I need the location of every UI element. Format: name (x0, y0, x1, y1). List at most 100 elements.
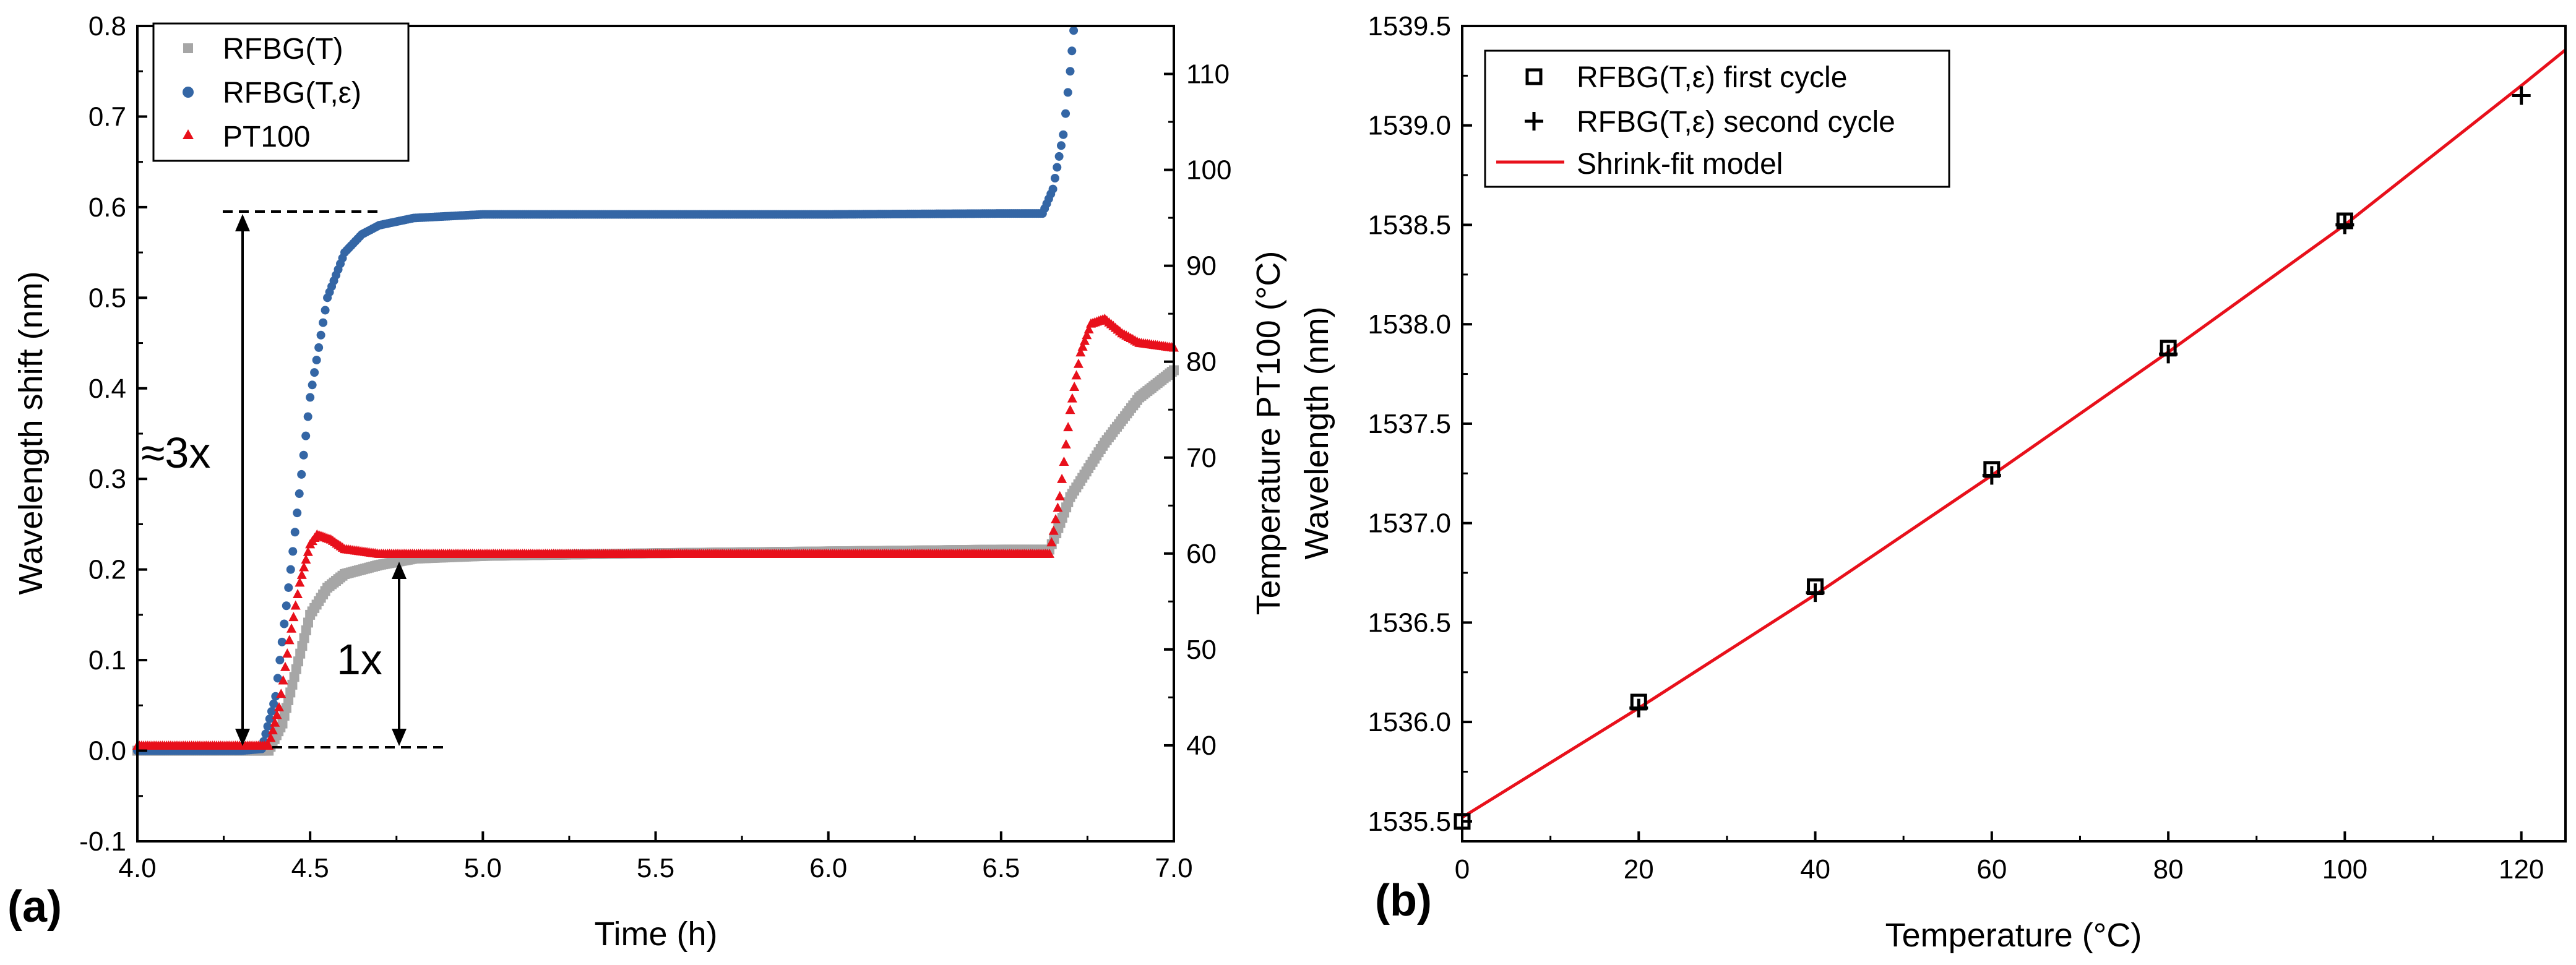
panel-a-y-tick-label: 0.2 (88, 555, 126, 585)
pt100-point (1065, 405, 1075, 414)
legend-second-cycle-marker (1525, 112, 1543, 131)
panel-b-label: (b) (1375, 876, 1432, 925)
pt100-point (1073, 358, 1083, 368)
rfbg-t-strain-point (290, 528, 299, 537)
pt100-point (299, 562, 309, 572)
pt100-point (293, 588, 303, 598)
pt100-point (1061, 439, 1071, 449)
panel-b-x-tick-label: 100 (2322, 854, 2367, 885)
panel-b-y-tick-label: 1536.0 (1368, 707, 1451, 737)
pt100-point (1051, 514, 1061, 524)
legend-first-cycle-label: RFBG(T,ε) first cycle (1577, 61, 1847, 94)
panel-a-x-tick-label: 5.5 (637, 853, 674, 883)
pt100-point (1069, 382, 1080, 392)
panel-a-y2-tick-label: 90 (1186, 251, 1217, 281)
panel-a-x-tick-label: 5.0 (464, 853, 502, 883)
panel-a-x-tick-label: 6.5 (982, 853, 1020, 883)
rfbg-t-strain-point (1054, 152, 1064, 161)
rfbg-t-strain-point (263, 722, 272, 731)
rfbg-t-strain-point (284, 583, 293, 592)
rfbg-t-strain-point (301, 431, 311, 440)
rfbg-t-point (279, 711, 290, 721)
pt100-point (1046, 537, 1057, 547)
pt100-point (280, 661, 290, 671)
pt100-point (264, 740, 274, 750)
rfbg-t-strain-point (316, 330, 325, 340)
panel-a-annotations: ≈3x 1x (141, 210, 449, 748)
panel-b-y-tick-label: 1535.5 (1368, 807, 1451, 837)
panel-b-y-tick-label: 1537.5 (1368, 409, 1451, 439)
pt100-point (301, 554, 311, 564)
rfbg-t-point (289, 672, 299, 682)
panel-b-y-tick-label: 1536.5 (1368, 607, 1451, 638)
panel-b-y-tick-label: 1539.0 (1368, 111, 1451, 141)
series-pt100 (132, 313, 1179, 750)
panel-b-x-tick-label: 80 (2153, 854, 2184, 885)
panel-a-y2-tick-label: 40 (1186, 731, 1217, 761)
panel-a-y-ticks: -0.1 0.0 0.1 0.2 0.3 0.4 0.5 0.6 0.7 0.8 (79, 11, 147, 857)
rfbg-t-strain-point (1059, 130, 1068, 139)
panel-b-x-ticks: 0 20 40 60 80 100 120 (1455, 831, 2544, 885)
panel-a-x-tick-label: 7.0 (1155, 853, 1192, 883)
legend-second-cycle-label: RFBG(T,ε) second cycle (1577, 106, 1895, 139)
legend-shrink-fit-label: Shrink-fit model (1577, 148, 1783, 181)
legend-first-cycle-marker (1525, 68, 1543, 85)
rfbg-t-strain-point (275, 656, 285, 665)
panel-a-y2-tick-label: 70 (1186, 443, 1217, 473)
pt100-point (267, 725, 278, 735)
pt100-point (296, 569, 307, 579)
rfbg-t-strain-point (1050, 174, 1059, 183)
pt100-point (295, 577, 305, 587)
panel-b-y-tick-label: 1538.0 (1368, 309, 1451, 340)
panel-a-x-tick-label: 4.5 (291, 853, 329, 883)
pt100-point (286, 623, 297, 633)
panel-a-x-tick-label: 6.0 (809, 853, 847, 883)
panel-a-y-tick-label: 0.4 (88, 374, 126, 404)
second-cycle-point (2512, 86, 2531, 105)
pt100-point (1079, 335, 1090, 345)
panel-a-y-tick-label: 0.6 (88, 192, 126, 223)
panel-b-y-tick-label: 1537.0 (1368, 508, 1451, 539)
pt100-point (270, 717, 280, 727)
panel-b-x-axis-label: Temperature (°C) (1885, 917, 2142, 954)
panel-a-y2-axis-label: Temperature PT100 (°C) (1250, 251, 1287, 615)
panel-b-x-tick-label: 0 (1455, 854, 1470, 885)
legend-rfbg-t-strain-marker (183, 87, 194, 98)
pt100-point (1045, 548, 1054, 558)
one-x-arrow-head-down (392, 729, 407, 746)
panel-a-y2-tick-label: 60 (1186, 539, 1217, 569)
panel-a-x-axis-label: Time (h) (595, 916, 718, 953)
rfbg-t-point (303, 617, 313, 628)
legend-rfbg-t-strain-label: RFBG(T,ε) (223, 77, 361, 109)
rfbg-t-strain-point (273, 674, 282, 683)
pt100-point (274, 701, 284, 711)
panel-b-x-tick-label: 40 (1800, 854, 1830, 885)
pt100-point (1054, 491, 1065, 500)
rfbg-t-strain-point (282, 601, 291, 611)
rfbg-t-point (287, 679, 298, 690)
pt100-point (1057, 473, 1067, 483)
rfbg-t-strain-point (1053, 163, 1062, 172)
panel-a-x-tick-label: 4.0 (118, 853, 156, 883)
panel-a-y2-ticks: 40 50 60 70 80 90 100 110 (1164, 59, 1231, 761)
second-cycle-point (1629, 698, 1648, 718)
panel-b-x-tick-label: 120 (2499, 854, 2544, 885)
rfbg-t-strain-point (1056, 141, 1066, 150)
legend-rfbg-t-marker (183, 43, 193, 53)
panel-a-y-tick-label: -0.1 (79, 826, 126, 857)
second-cycle-point (2159, 345, 2178, 364)
rfbg-t-point (295, 648, 306, 659)
panel-b-y-axis-label: Wavelength (nm) (1298, 306, 1335, 559)
rfbg-t-strain-point (306, 393, 315, 402)
panel-a-y-tick-label: 0.8 (88, 11, 126, 41)
series-rfbg-t-strain (133, 26, 1079, 755)
rfbg-t-strain-point (280, 619, 289, 628)
rfbg-t-strain-point (299, 450, 308, 460)
pt100-point (265, 732, 276, 742)
pt100-point (284, 635, 295, 645)
pt100-point (1083, 324, 1094, 333)
rfbg-t-strain-point (271, 692, 280, 701)
panel-a-y-axis-label: Wavelength shift (nm) (12, 271, 50, 594)
